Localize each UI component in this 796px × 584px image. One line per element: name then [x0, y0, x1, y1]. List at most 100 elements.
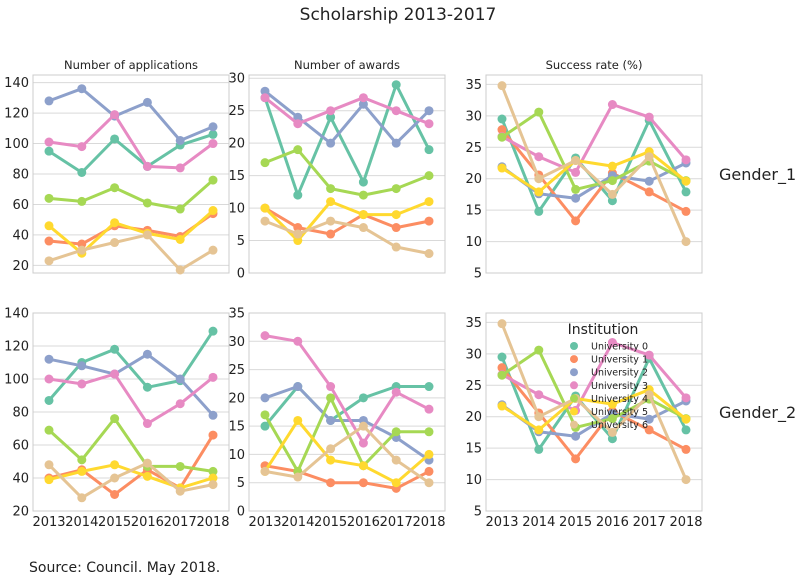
panel-1-frame: [32, 74, 230, 274]
panel-1-series-5-point: [110, 218, 120, 228]
legend-title: Institution: [568, 322, 639, 338]
panel-3-series-3-point: [644, 112, 654, 122]
panel-2-series-line-2: [264, 90, 431, 145]
panel-4-ytick-label: 20: [12, 505, 29, 520]
panel-1-ytick-label: 20: [12, 259, 29, 274]
panel-5-ytick-label: 25: [228, 363, 245, 378]
panel-4-series-line-0: [47, 330, 215, 402]
panel-2-series-5-point: [424, 197, 434, 207]
panel-5-series-4-point: [391, 427, 401, 437]
panel-1-series-6-point: [77, 245, 87, 255]
panel-5-xtick-label: 2016: [347, 515, 380, 530]
panel-1-series-6-point: [208, 245, 218, 255]
panel-5-series-0-point: [358, 393, 368, 403]
panel-2-ytick-label: 25: [228, 104, 245, 119]
panel-5-series-5-point: [293, 415, 303, 425]
panel-5-series-0-point: [260, 421, 270, 431]
panel-2-series-4-point: [358, 190, 368, 200]
panel-1-series-2-point: [77, 84, 87, 94]
panel-5-series-line-1: [264, 464, 430, 490]
panel-4-series-6-point: [77, 493, 87, 503]
panel-1-series-3-point: [110, 110, 120, 120]
panel-5-series-6-point: [424, 478, 434, 488]
panel-2-series-5-point: [260, 203, 270, 213]
panel-5-ytick-label: 30: [228, 335, 245, 350]
panel-6-series-1-point: [681, 444, 691, 454]
panel-1-series-6-point: [175, 265, 185, 275]
panel-6-series-1-point: [644, 425, 654, 435]
panel-6-series-line-1: [500, 366, 687, 461]
panel-3-series-2-point: [571, 193, 581, 203]
panel-5-xtick-label: 2015: [314, 515, 347, 530]
legend-marker: [570, 394, 578, 403]
panel-5-series-5-point: [326, 455, 336, 465]
legend-entry: University 0: [591, 342, 648, 353]
panel-4-series-2-point: [142, 349, 152, 359]
panel-1-series-2-point: [44, 96, 54, 106]
legend-marker: [570, 407, 578, 416]
panel-5-series-3-point: [391, 387, 401, 397]
panel-2-series-4-point: [326, 184, 336, 194]
panel-2-series-3-point: [293, 119, 303, 129]
panel-2-series-4-point: [424, 171, 434, 181]
legend-marker: [570, 342, 578, 350]
panel-5-series-line-6: [264, 424, 430, 484]
panel-4-series-line-1: [48, 434, 215, 496]
panel-2-series-1-point: [391, 223, 401, 233]
panel-4-series-2-point: [44, 354, 54, 364]
panel-6-series-line-3: [501, 341, 688, 412]
panel-1-title: Number of applications: [64, 58, 198, 72]
panel-1-series-2-point: [208, 122, 218, 132]
panel-5-series-line-4: [263, 396, 429, 473]
panel-6-series-1-point: [571, 454, 581, 464]
legend-marker: [570, 381, 578, 390]
panel-5-series-6-point: [358, 421, 368, 431]
panel-4-series-line-4: [47, 417, 214, 473]
panel-1-series-3-point: [142, 161, 152, 171]
row-label-gender-2: Gender_2: [719, 403, 796, 422]
panel-6-series-6-point: [681, 475, 691, 485]
legend-marker: [570, 368, 578, 377]
panel-5-series-5-point: [358, 461, 368, 471]
panel-2-series-3-point: [326, 106, 336, 116]
legend-entry: University 2: [591, 368, 648, 379]
panel-4-series-4-point: [208, 466, 218, 476]
panel-4-series-6-point: [44, 460, 54, 470]
panel-2-series-6-point: [260, 216, 270, 226]
panel-2-series-3-point: [260, 93, 270, 103]
panel-6-series-0-point: [497, 352, 507, 362]
panel-4-series-3-point: [44, 374, 54, 384]
panel-1-series-0-point: [77, 167, 87, 177]
panel-5-series-2-point: [326, 415, 336, 425]
panel-6-series-5-point: [681, 414, 691, 424]
panel-2-series-5-point: [326, 197, 336, 207]
panel-3-series-line-4: [501, 110, 687, 191]
panel-6-series-3-point: [644, 350, 654, 360]
panel-6-series-5-point: [607, 399, 617, 409]
panel-4-series-0-point: [142, 382, 152, 392]
legend-marker: [570, 420, 578, 429]
panel-6-xtick-label: 2014: [522, 515, 555, 530]
panel-2-series-5-point: [293, 236, 303, 246]
panel-4-xtick-label: 2017: [164, 515, 197, 530]
panel-6-series-4-point: [607, 414, 617, 424]
panel-2-series-3-point: [358, 93, 368, 103]
panel-6-frame: [485, 312, 703, 512]
source-note: Source: Council. May 2018.: [29, 560, 221, 576]
panel-5-series-5-point: [424, 449, 434, 459]
panel-2-series-line-5: [263, 200, 430, 242]
panel-5-series-5-point: [391, 478, 401, 488]
panel-6-ytick-label: 5: [474, 505, 482, 520]
panel-1-series-4-point: [77, 196, 87, 206]
panel-1-series-line-3: [48, 113, 214, 170]
panel-1-series-line-2: [48, 87, 214, 142]
panel-5-ytick-label: 5: [237, 476, 245, 491]
panel-2-series-6-point: [326, 216, 336, 226]
panel-3-series-line-6: [500, 85, 688, 243]
panel-4-series-6-point: [110, 473, 120, 483]
panel-2-series-4-point: [293, 145, 303, 155]
panel-3-ytick-label: 30: [465, 109, 482, 124]
panel-6-series-4-point: [497, 370, 507, 380]
panel-6-ytick-label: 20: [465, 410, 482, 425]
